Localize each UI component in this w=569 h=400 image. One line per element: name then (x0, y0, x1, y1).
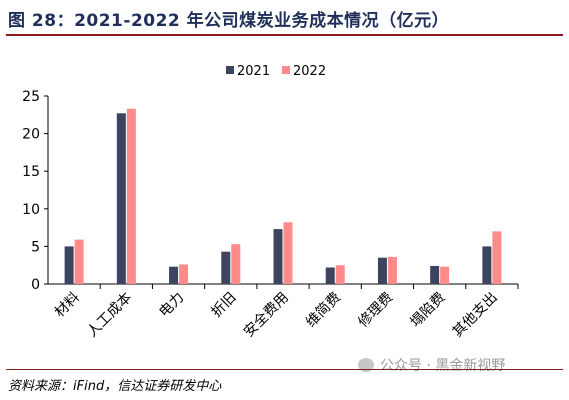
y-tick-label: 20 (22, 127, 40, 143)
bar-2022-材料 (74, 239, 84, 284)
category-label: 安全费用 (240, 289, 292, 341)
wechat-icon (358, 358, 374, 372)
bar-2021-电力 (169, 266, 179, 284)
category-label: 修理费 (355, 290, 396, 331)
y-tick-label: 15 (22, 164, 40, 180)
bar-chart: 2021 2022 0 5 10 15 20 25 材料 人工成本 电力 折旧 安全费用 维简费 修理费… (22, 64, 519, 341)
bar-2021-塌陷费 (430, 265, 440, 284)
bar-2021-人工成本 (116, 113, 126, 285)
category-label: 其他支出 (450, 290, 501, 341)
y-tick-label: 5 (31, 239, 40, 255)
category-label: 折旧 (208, 290, 239, 321)
y-tick-label: 10 (22, 202, 40, 218)
bar-2022-人工成本 (126, 108, 136, 284)
bar-2022-维简费 (335, 265, 345, 284)
page-title: 图 28：2021-2022 年公司煤炭业务成本情况（亿元） (8, 11, 450, 31)
legend-label: 2022 (293, 64, 326, 79)
category-label: 维简费 (302, 289, 344, 331)
title-rule (6, 34, 563, 36)
category-label: 材料 (52, 290, 83, 321)
source-rule (6, 369, 563, 370)
category-labels: 材料 人工成本 电力 折旧 安全费用 维简费 修理费 塌陷费 其他支出 (52, 289, 501, 341)
legend-swatch-2021 (226, 66, 234, 74)
bar-2022-其他支出 (492, 231, 502, 284)
watermark-text: 公众号 · 黑金新视野 (380, 358, 506, 374)
bars (64, 108, 502, 285)
legend-label: 2021 (237, 64, 270, 79)
category-label: 塌陷费 (407, 290, 448, 331)
bar-2022-修理费 (387, 256, 397, 284)
bar-2021-材料 (64, 246, 74, 284)
axes: 0 5 10 15 20 25 (22, 89, 519, 293)
bar-2021-维简费 (325, 267, 335, 284)
y-tick-label: 0 (31, 277, 40, 293)
bar-2021-折旧 (221, 251, 231, 284)
y-tick-label: 25 (22, 89, 40, 105)
bar-2022-电力 (179, 264, 189, 284)
legend-swatch-2022 (282, 66, 290, 74)
legend: 2021 2022 (226, 64, 326, 79)
watermark: 公众号 · 黑金新视野 (358, 355, 505, 375)
bar-2022-塌陷费 (440, 266, 450, 284)
bar-2021-安全费用 (273, 229, 283, 284)
category-label: 电力 (156, 290, 187, 321)
category-label: 人工成本 (84, 290, 135, 341)
bar-2022-安全费用 (283, 222, 293, 284)
bar-2021-其他支出 (482, 246, 492, 284)
source-note: 资料来源：iFind，信达证券研发中心 (8, 379, 222, 394)
bar-2021-修理费 (377, 257, 387, 284)
bar-2022-折旧 (231, 244, 241, 284)
